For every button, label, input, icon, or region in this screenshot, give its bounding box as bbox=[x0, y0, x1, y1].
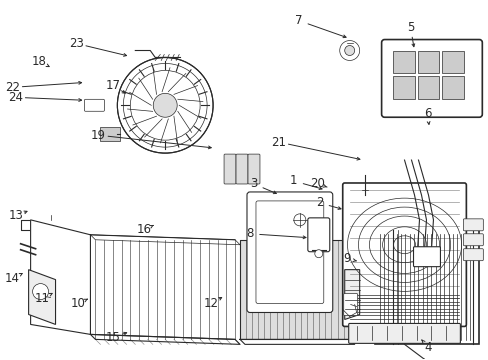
Text: 17: 17 bbox=[106, 79, 121, 92]
Bar bbox=[442, 76, 464, 99]
Bar bbox=[417, 76, 439, 99]
FancyBboxPatch shape bbox=[84, 99, 104, 111]
Text: 23: 23 bbox=[69, 37, 84, 50]
Polygon shape bbox=[29, 270, 56, 324]
Text: 10: 10 bbox=[71, 297, 86, 310]
Text: 22: 22 bbox=[5, 81, 20, 94]
Circle shape bbox=[153, 93, 177, 117]
Bar bbox=[374, 230, 478, 345]
Text: 12: 12 bbox=[203, 297, 218, 310]
FancyBboxPatch shape bbox=[463, 249, 482, 261]
Circle shape bbox=[33, 284, 48, 300]
Text: 2: 2 bbox=[315, 197, 323, 210]
FancyBboxPatch shape bbox=[246, 192, 332, 312]
Text: 15: 15 bbox=[106, 331, 121, 344]
FancyBboxPatch shape bbox=[343, 293, 357, 315]
Polygon shape bbox=[31, 220, 90, 334]
FancyBboxPatch shape bbox=[342, 183, 466, 327]
FancyBboxPatch shape bbox=[100, 127, 120, 141]
Bar bbox=[417, 50, 439, 73]
Bar bbox=[240, 240, 349, 339]
Bar bbox=[392, 76, 414, 99]
Bar bbox=[442, 50, 464, 73]
FancyBboxPatch shape bbox=[247, 154, 260, 184]
Circle shape bbox=[344, 45, 354, 55]
FancyBboxPatch shape bbox=[236, 154, 247, 184]
FancyBboxPatch shape bbox=[348, 323, 459, 343]
Text: 18: 18 bbox=[32, 55, 47, 68]
Text: 8: 8 bbox=[246, 227, 253, 240]
Text: 11: 11 bbox=[35, 292, 50, 305]
Text: 5: 5 bbox=[406, 21, 413, 34]
Text: 9: 9 bbox=[342, 252, 350, 265]
Text: 7: 7 bbox=[294, 14, 302, 27]
Circle shape bbox=[339, 41, 359, 60]
FancyBboxPatch shape bbox=[413, 247, 440, 267]
Circle shape bbox=[293, 214, 305, 226]
Text: 21: 21 bbox=[271, 136, 286, 149]
Text: 1: 1 bbox=[289, 175, 297, 188]
Text: 6: 6 bbox=[423, 107, 430, 120]
Text: 24: 24 bbox=[8, 91, 23, 104]
Circle shape bbox=[314, 250, 322, 258]
FancyBboxPatch shape bbox=[307, 218, 329, 252]
Bar bbox=[392, 50, 414, 73]
Text: 14: 14 bbox=[5, 272, 20, 285]
FancyBboxPatch shape bbox=[224, 154, 236, 184]
FancyBboxPatch shape bbox=[255, 201, 323, 303]
Text: 20: 20 bbox=[310, 177, 325, 190]
FancyBboxPatch shape bbox=[463, 219, 482, 231]
Text: 13: 13 bbox=[8, 210, 23, 222]
Circle shape bbox=[117, 58, 213, 153]
FancyBboxPatch shape bbox=[463, 234, 482, 246]
Text: 16: 16 bbox=[137, 223, 151, 236]
Text: 3: 3 bbox=[250, 177, 257, 190]
Text: 4: 4 bbox=[424, 341, 431, 354]
FancyBboxPatch shape bbox=[381, 40, 481, 117]
Text: 19: 19 bbox=[91, 129, 106, 142]
Polygon shape bbox=[344, 270, 359, 319]
